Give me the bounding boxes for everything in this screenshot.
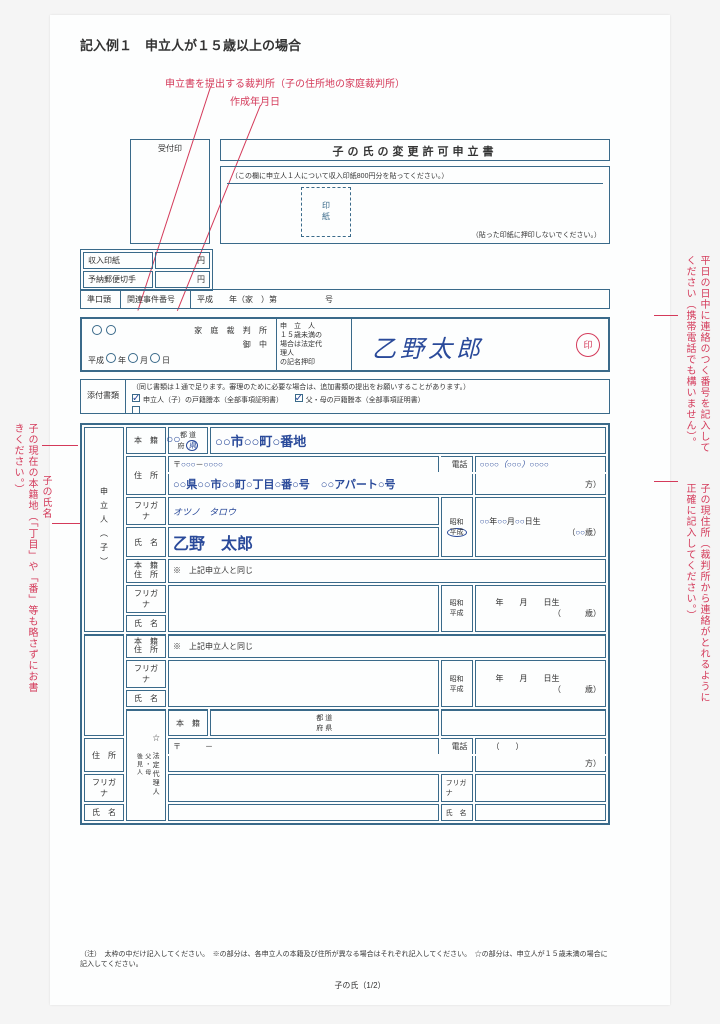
stamp-area: （この欄に申立人１人について収入印紙800円分を貼ってください。） 印紙 （貼っ… — [220, 166, 610, 244]
case-l: 準口頭 — [81, 290, 121, 308]
same-note-2: ※ 上記申立人と同じ — [168, 634, 606, 659]
phone-label-2: 電話 — [441, 738, 473, 754]
furi-label-4: フリガナ — [441, 774, 473, 802]
birth-cell: ○○年○○月○○日生（○○歳） — [475, 497, 606, 557]
furigana-value: オツノ タロウ — [168, 497, 439, 525]
post-label: 〒○○○－○○○○ — [168, 456, 439, 472]
name-value: 乙野 太郎 — [168, 527, 439, 557]
name-empty-2 — [168, 660, 439, 707]
post-empty: 〒 － — [168, 738, 439, 754]
case-r: 平成 年（家 ）第 号 — [191, 290, 609, 308]
page-container: 記入例１ 申立人が１５歳以上の場合 申立書を提出する裁判所（子の住所地の家庭裁判… — [50, 15, 670, 1005]
fee-yen-2: 円 — [155, 271, 210, 288]
row-honseki-4: 本 籍 — [168, 709, 208, 736]
era-cell: 昭和平成 — [441, 497, 473, 557]
row-address: 住 所 — [126, 456, 166, 495]
addr-suffix-2: 方） — [475, 756, 606, 772]
attach-item-1: 申立人（子）の戸籍謄本（全部事項証明書） — [143, 397, 283, 404]
ann-line-5 — [42, 445, 78, 446]
checkbox-3 — [132, 406, 140, 414]
court-name: 家 庭 裁 判 所 — [194, 325, 270, 336]
name-empty-4 — [168, 804, 439, 821]
ann-line-4 — [654, 481, 678, 482]
court-box: 家 庭 裁 判 所 御 中 平成年月日 申 立 人１５歳未満の場合は法定代理人の… — [80, 317, 610, 372]
name-empty-1 — [168, 585, 439, 632]
honseki-empty — [441, 709, 606, 736]
receipt-label: 受付印 — [158, 144, 182, 153]
row-honseki-3: 本 籍住 所 — [126, 634, 166, 659]
furi-empty-2 — [475, 774, 606, 802]
todofu-cell: 都 道府 県 ○○ — [168, 427, 208, 454]
era-cell-3: 昭和平成 — [441, 660, 473, 707]
row-honseki-2: 本 籍住 所 — [126, 559, 166, 583]
ann-line-6 — [52, 523, 80, 524]
row-furigana-4: フリガナ — [84, 774, 124, 802]
birth-empty-1: 年 月 日生（ 歳） — [475, 585, 606, 632]
stamp-placeholder: 印紙 — [301, 187, 351, 237]
court-onchu: 御 中 — [243, 339, 270, 350]
row-furigana-3: フリガナ — [126, 660, 166, 688]
signature-name: 乙野太郎 — [372, 329, 484, 364]
stamp-note: （貼った印紙に押印しないでください。） — [472, 230, 601, 240]
row-address-4: 住 所 — [84, 738, 124, 772]
footnote: （注） 太枠の中だけ記入してください。 ※の部分は、各申立人の本籍及び住所が異な… — [80, 950, 610, 970]
receipt-box: 受付印 — [130, 139, 210, 244]
checkbox-1 — [132, 394, 140, 402]
annotation-address: 子の現住所（裁判所から連絡がとれるように正確に記入してください。） — [680, 483, 710, 713]
attachment-box: 添付書類 （同じ書類は１通で足ります。審理のために必要な場合は、追加書類の提出を… — [80, 379, 610, 414]
stamp-instruction: （この欄に申立人１人について収入印紙800円分を貼ってください。） — [227, 169, 603, 184]
address-value: ○○県○○市○○町○丁目○番○号 ○○アパート○号 — [168, 474, 473, 495]
furi-empty — [168, 774, 439, 802]
court-mid: 申 立 人１５歳未満の場合は法定代理人の記名押印 — [277, 319, 352, 370]
page-number: 子の氏（1/2） — [50, 980, 670, 991]
fee-table: 収入印紙円 予納郵便切手円 — [80, 249, 213, 291]
row-name-2: 氏 名 — [126, 615, 166, 632]
row-name-4: 氏 名 — [84, 804, 124, 821]
phone-value: ○○○○（○○○）○○○○ — [475, 456, 606, 472]
honseki-value: ○○市○○町○番地 — [210, 427, 606, 454]
birth-empty-2: 年 月 日生（ 歳） — [475, 660, 606, 707]
row-name: 氏 名 — [126, 527, 166, 557]
phone-empty: （ ） — [475, 738, 606, 754]
addr-empty — [168, 756, 473, 772]
court-left: 家 庭 裁 判 所 御 中 平成年月日 — [82, 319, 277, 370]
applicant-table: 申立人（子） 本 籍 都 道府 県 ○○ ○○市○○町○番地 住 所 〒○○○－… — [80, 423, 610, 825]
signature-area: 乙野太郎 印 — [352, 319, 608, 370]
attach-item-2: 父・母の戸籍謄本（全部事項証明書） — [306, 397, 425, 404]
case-m: 関連事件番号 — [121, 290, 191, 308]
fee-label-1: 収入印紙 — [83, 252, 153, 269]
todofu-2: 都 道府 県 — [210, 709, 439, 736]
row-name-3: 氏 名 — [126, 690, 166, 707]
page-header: 記入例１ 申立人が１５歳以上の場合 — [80, 35, 640, 54]
annotation-court: 申立書を提出する裁判所（子の住所地の家庭裁判所） — [165, 75, 405, 90]
side-label-2: ☆ 法定代理人父・母後見人 — [126, 709, 166, 821]
name-label-4: 氏 名 — [441, 804, 473, 821]
era-cell-2: 昭和平成 — [441, 585, 473, 632]
row-furigana-2: フリガナ — [126, 585, 166, 613]
annotation-honseki: 子の現在の本籍地（「丁目」や「番」等も略さずにお書きください。） — [8, 423, 38, 703]
annotation-phone: 平日の日中に連絡のつく番号を記入してください（携帯電話でも構いません）。 — [680, 255, 710, 455]
fee-yen-1: 円 — [155, 252, 210, 269]
case-row: 準口頭 関連事件番号 平成 年（家 ）第 号 — [80, 289, 610, 309]
annotation-date: 作成年月日 — [230, 93, 280, 108]
name-empty-5 — [475, 804, 606, 821]
same-note-1: ※ 上記申立人と同じ — [168, 559, 606, 583]
ann-line-3 — [654, 315, 678, 316]
seal-mark: 印 — [576, 333, 600, 357]
attach-body: （同じ書類は１通で足ります。審理のために必要な場合は、追加書類の提出をお願いする… — [126, 380, 609, 413]
side-empty — [84, 634, 124, 737]
phone-label: 電話 — [441, 456, 473, 472]
checkbox-2 — [295, 394, 303, 402]
side-label-1: 申立人（子） — [84, 427, 124, 632]
addr-suffix: 方） — [475, 474, 606, 495]
annotation-name: 子の氏名 — [38, 475, 53, 535]
row-furigana: フリガナ — [126, 497, 166, 525]
row-honseki: 本 籍 — [126, 427, 166, 454]
attach-label: 添付書類 — [81, 380, 126, 413]
fee-label-2: 予納郵便切手 — [83, 271, 153, 288]
form-title: 子の氏の変更許可申立書 — [220, 139, 610, 161]
